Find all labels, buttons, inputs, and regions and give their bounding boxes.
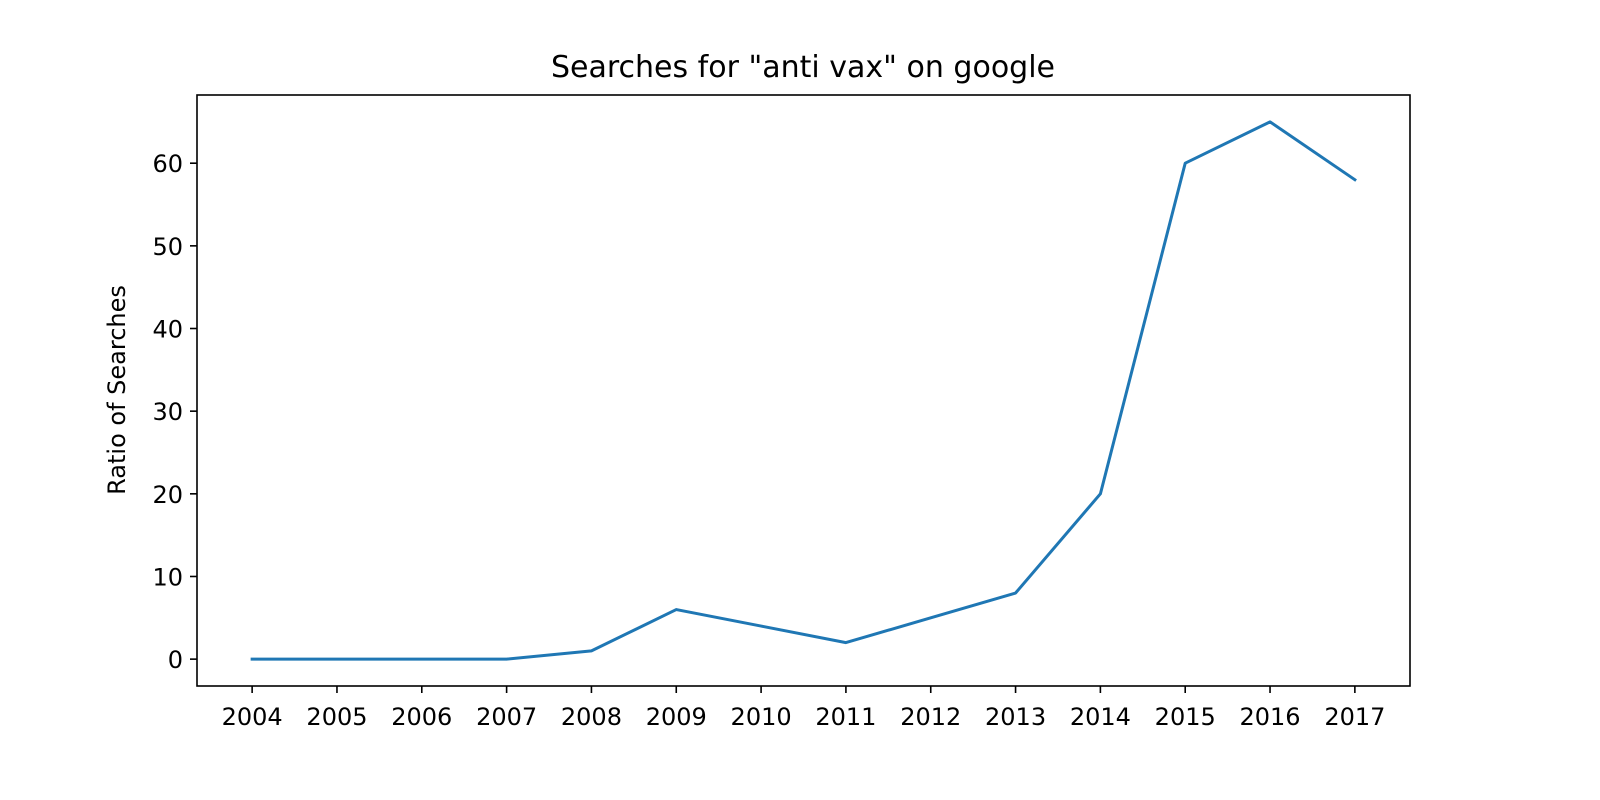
x-tick-label: 2016: [1239, 703, 1300, 731]
x-tick-label: 2011: [815, 703, 876, 731]
x-tick-label: 2007: [476, 703, 537, 731]
x-tick-label: 2009: [646, 703, 707, 731]
y-tick-label: 50: [152, 233, 183, 261]
x-tick-label: 2008: [561, 703, 622, 731]
y-tick-label: 0: [168, 646, 183, 674]
x-tick-label: 2014: [1070, 703, 1131, 731]
x-tick-label: 2015: [1155, 703, 1216, 731]
x-tick-label: 2010: [731, 703, 792, 731]
x-tick-label: 2013: [985, 703, 1046, 731]
x-tick-label: 2017: [1324, 703, 1385, 731]
chart-title: Searches for "anti vax" on google: [551, 50, 1055, 85]
y-axis-label: Ratio of Searches: [103, 285, 131, 495]
series-layer: [250, 120, 1357, 661]
y-axis: 0 10 20 30 40 50 60: [152, 150, 197, 674]
x-tick-label: 2004: [222, 703, 283, 731]
series-line: [250, 120, 1357, 661]
x-tick-label: 2012: [900, 703, 961, 731]
x-axis: 2004 2005 2006 2007 2008 2009 2010 2011 2012 2013…: [222, 686, 1385, 731]
y-tick-label: 10: [152, 563, 183, 591]
x-tick-label: 2005: [306, 703, 367, 731]
y-tick-label: 40: [152, 316, 183, 344]
x-tick-label: 2006: [391, 703, 452, 731]
y-tick-label: 60: [152, 150, 183, 178]
y-tick-label: 30: [152, 398, 183, 426]
y-tick-label: 20: [152, 481, 183, 509]
plot-frame: [196, 94, 1411, 687]
